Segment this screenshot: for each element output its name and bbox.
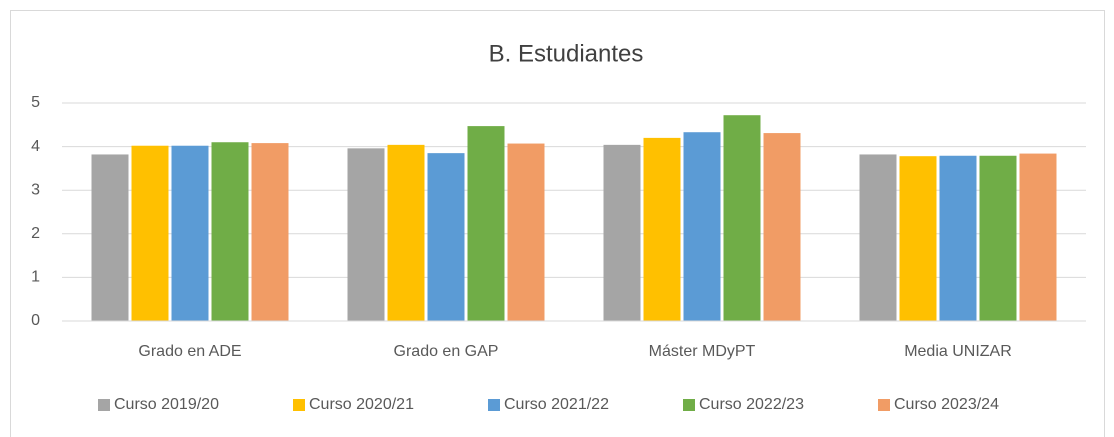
bar — [131, 145, 169, 321]
y-tick-label: 4 — [31, 138, 40, 155]
bar — [171, 145, 209, 321]
legend-label: Curso 2019/20 — [114, 396, 219, 413]
bar — [1019, 153, 1057, 321]
y-tick-label: 3 — [31, 181, 40, 198]
bar — [859, 154, 897, 321]
x-tick-label: Grado en ADE — [138, 343, 241, 360]
chart-title: B. Estudiantes — [489, 40, 644, 67]
bar — [347, 148, 385, 321]
bar — [939, 155, 977, 321]
bar — [211, 142, 249, 321]
legend-swatch — [293, 399, 305, 411]
bar — [387, 144, 425, 321]
bar — [91, 154, 129, 321]
bar — [467, 126, 505, 321]
bar — [427, 153, 465, 321]
legend-swatch — [488, 399, 500, 411]
x-tick-label: Grado en GAP — [394, 343, 499, 360]
legend-swatch — [683, 399, 695, 411]
legend-label: Curso 2020/21 — [309, 396, 414, 413]
bar — [979, 155, 1017, 321]
bar — [251, 143, 289, 321]
x-tick-label: Máster MDyPT — [649, 343, 756, 360]
bar — [643, 137, 681, 321]
bar — [683, 132, 721, 321]
bar — [899, 156, 937, 321]
legend-label: Curso 2023/24 — [894, 396, 999, 413]
y-tick-label: 5 — [31, 94, 40, 111]
y-tick-label: 0 — [31, 312, 40, 329]
bar — [507, 143, 545, 321]
bar — [763, 133, 801, 321]
legend-label: Curso 2022/23 — [699, 396, 804, 413]
legend-label: Curso 2021/22 — [504, 396, 609, 413]
bar — [723, 115, 761, 321]
bar — [603, 144, 641, 321]
legend-swatch — [98, 399, 110, 411]
y-tick-label: 2 — [31, 225, 40, 242]
legend-swatch — [878, 399, 890, 411]
y-tick-label: 1 — [31, 269, 40, 286]
x-tick-label: Media UNIZAR — [904, 343, 1012, 360]
